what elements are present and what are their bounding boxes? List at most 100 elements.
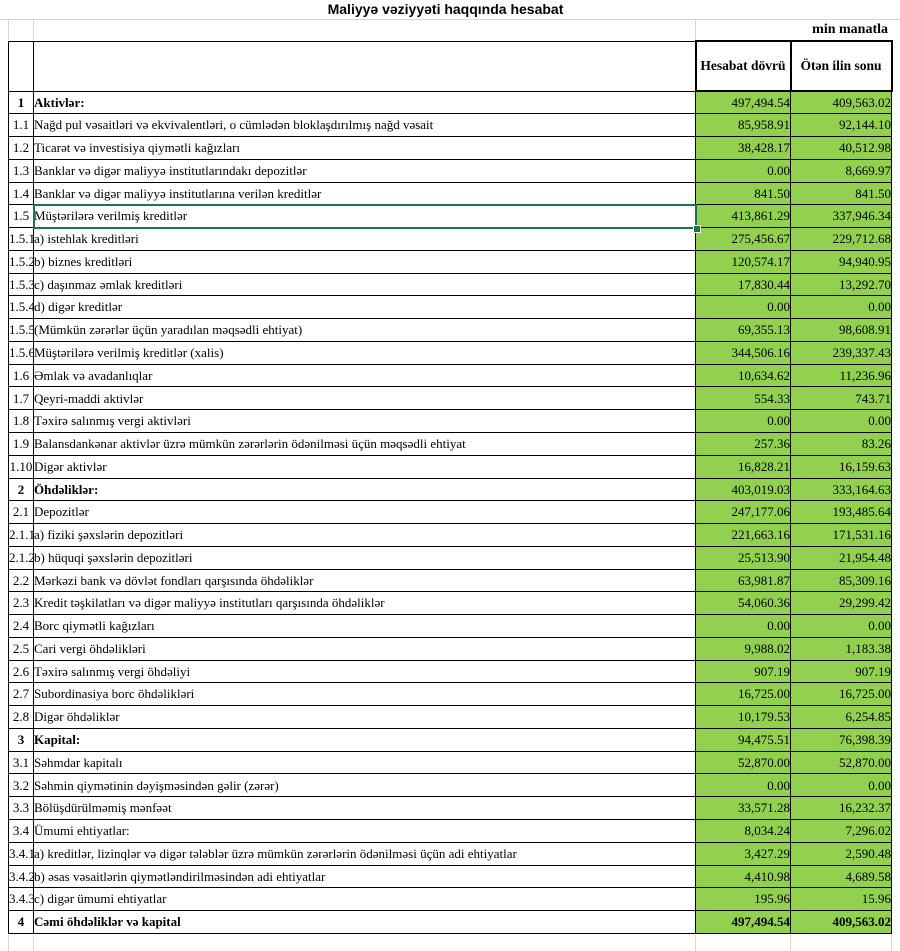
row-label-cell[interactable]: a) fiziki şəxslərin depozitləri — [33, 523, 696, 547]
row-number-cell[interactable]: 1.9 — [8, 431, 34, 456]
row-number-cell[interactable]: 2.1.2 — [8, 545, 34, 570]
value-cell-period[interactable]: 841.50 — [695, 181, 791, 206]
column-header-prior[interactable]: Ötən ilin sonu — [789, 40, 893, 92]
row-label-cell[interactable]: Təxirə salınmış vergi öhdəliyi — [33, 659, 696, 684]
value-cell-period[interactable]: 38,428.17 — [695, 136, 791, 160]
value-cell-prior[interactable]: 1,183.38 — [790, 636, 892, 661]
value-cell-prior[interactable]: 2,590.48 — [790, 841, 892, 866]
row-label-cell[interactable]: c) digər ümumi ehtiyatlar — [33, 887, 696, 912]
value-cell-prior[interactable]: 11,236.96 — [790, 363, 892, 388]
description-header-cell[interactable] — [33, 40, 696, 92]
value-cell-prior[interactable]: 98,608.91 — [790, 318, 892, 342]
value-cell-prior[interactable]: 15.96 — [790, 887, 892, 912]
row-label-cell[interactable]: Subordinasiya borc öhdəlikləri — [33, 682, 696, 707]
row-number-cell[interactable]: 2.1.1 — [8, 523, 34, 547]
row-label-cell[interactable]: Banklar və digər maliyyə institutlarına … — [33, 181, 696, 206]
row-label-cell[interactable]: d) digər kreditlər — [33, 295, 696, 320]
row-number-cell[interactable]: 2.1 — [8, 500, 34, 525]
row-label-cell[interactable]: Depozitlər — [33, 500, 696, 525]
value-cell-period[interactable]: 9,988.02 — [695, 636, 791, 661]
value-cell-period[interactable]: 16,828.21 — [695, 454, 791, 479]
value-cell-period[interactable]: 0.00 — [695, 295, 791, 320]
row-number-cell[interactable]: 1.6 — [8, 363, 34, 388]
value-cell-prior[interactable]: 409,563.02 — [790, 90, 892, 115]
value-cell-prior[interactable]: 239,337.43 — [790, 340, 892, 365]
value-cell-prior[interactable]: 16,159.63 — [790, 454, 892, 479]
value-cell-period[interactable]: 63,981.87 — [695, 568, 791, 593]
row-number-cell[interactable]: 3.4.2 — [8, 864, 34, 889]
row-number-cell[interactable]: 1.7 — [8, 386, 34, 411]
row-number-cell[interactable]: 1.5.3 — [8, 272, 34, 297]
row-number-cell[interactable]: 2.5 — [8, 636, 34, 661]
row-label-cell[interactable]: Kredit təşkilatları və digər maliyyə ins… — [33, 591, 696, 616]
row-number-cell[interactable]: 1.5.2 — [8, 249, 34, 274]
row-number-cell[interactable]: 1.5 — [8, 204, 34, 229]
row-label-cell[interactable]: a) kreditlər, lizinqlər və digər tələblə… — [33, 841, 696, 866]
row-label-cell[interactable]: Öhdəliklər: — [33, 477, 696, 502]
value-cell-prior[interactable]: 0.00 — [790, 295, 892, 320]
value-cell-period[interactable]: 94,475.51 — [695, 727, 791, 752]
row-label-cell[interactable]: Mərkəzi bank və dövlət fondları qarşısın… — [33, 568, 696, 593]
value-cell-period[interactable]: 16,725.00 — [695, 682, 791, 707]
value-cell-prior[interactable]: 8,669.97 — [790, 158, 892, 183]
row-number-cell[interactable]: 2.7 — [8, 682, 34, 707]
value-cell-period[interactable]: 247,177.06 — [695, 500, 791, 525]
row-label-cell[interactable]: (Mümkün zərərlər üçün yaradılan məqsədli… — [33, 318, 696, 342]
row-number-cell[interactable]: 1.10 — [8, 454, 34, 479]
row-label-cell[interactable]: Nağd pul vəsaitləri və ekvivalentləri, o… — [33, 113, 696, 138]
value-cell-prior[interactable]: 16,232.37 — [790, 796, 892, 820]
value-cell-period[interactable]: 120,574.17 — [695, 249, 791, 274]
row-label-cell[interactable]: Ümumi ehtiyatlar: — [33, 819, 696, 843]
row-label-cell[interactable]: Müştərilərə verilmiş kreditlər — [33, 204, 696, 229]
value-cell-prior[interactable]: 13,292.70 — [790, 272, 892, 297]
value-cell-prior[interactable]: 52,870.00 — [790, 750, 892, 775]
value-cell-prior[interactable]: 841.50 — [790, 181, 892, 206]
fill-handle[interactable] — [692, 224, 701, 233]
value-cell-period[interactable]: 85,958.91 — [695, 113, 791, 138]
value-cell-prior[interactable]: 83.26 — [790, 431, 892, 456]
value-cell-prior[interactable]: 29,299.42 — [790, 591, 892, 616]
value-cell-prior[interactable]: 0.00 — [790, 409, 892, 433]
value-cell-period[interactable]: 33,571.28 — [695, 796, 791, 820]
value-cell-period[interactable]: 10,634.62 — [695, 363, 791, 388]
value-cell-period[interactable]: 8,034.24 — [695, 819, 791, 843]
row-number-cell[interactable]: 3.4.1 — [8, 841, 34, 866]
row-number-cell[interactable]: 1.8 — [8, 409, 34, 433]
value-cell-period[interactable]: 4,410.98 — [695, 864, 791, 889]
row-number-cell[interactable]: 1.2 — [8, 136, 34, 160]
value-cell-prior[interactable]: 94,940.95 — [790, 249, 892, 274]
row-number-cell[interactable]: 3 — [8, 727, 34, 752]
value-cell-prior[interactable]: 0.00 — [790, 773, 892, 798]
row-number-cell[interactable]: 1.3 — [8, 158, 34, 183]
row-label-cell[interactable]: Cəmi öhdəliklər və kapital — [33, 910, 696, 934]
row-label-cell[interactable]: Təxirə salınmış vergi aktivləri — [33, 409, 696, 433]
value-cell-period[interactable]: 0.00 — [695, 773, 791, 798]
value-cell-prior[interactable]: 4,689.58 — [790, 864, 892, 889]
value-cell-prior[interactable]: 85,309.16 — [790, 568, 892, 593]
value-cell-period[interactable]: 17,830.44 — [695, 272, 791, 297]
value-cell-period[interactable]: 554.33 — [695, 386, 791, 411]
value-cell-prior[interactable]: 743.71 — [790, 386, 892, 411]
row-label-cell[interactable]: Balansdankənar aktivlər üzrə mümkün zərə… — [33, 431, 696, 456]
row-label-cell[interactable]: b) hüquqi şəxslərin depozitləri — [33, 545, 696, 570]
row-number-cell[interactable]: 3.4 — [8, 819, 34, 843]
value-cell-prior[interactable]: 7,296.02 — [790, 819, 892, 843]
value-cell-period[interactable]: 10,179.53 — [695, 705, 791, 729]
value-cell-prior[interactable]: 76,398.39 — [790, 727, 892, 752]
row-number-cell[interactable]: 2.8 — [8, 705, 34, 729]
value-cell-prior[interactable]: 92,144.10 — [790, 113, 892, 138]
row-number-cell[interactable]: 2 — [8, 477, 34, 502]
row-number-cell[interactable]: 3.1 — [8, 750, 34, 775]
row-label-cell[interactable]: Səhmin qiymətinin dəyişməsindən gəlir (z… — [33, 773, 696, 798]
value-cell-prior[interactable]: 16,725.00 — [790, 682, 892, 707]
value-cell-period[interactable]: 413,861.29 — [695, 204, 791, 229]
value-cell-prior[interactable]: 193,485.64 — [790, 500, 892, 525]
row-label-cell[interactable]: c) daşınmaz əmlak kreditləri — [33, 272, 696, 297]
row-label-cell[interactable]: Səhmdar kapitalı — [33, 750, 696, 775]
row-number-cell[interactable]: 2.2 — [8, 568, 34, 593]
row-number-cell[interactable]: 1.5.5 — [8, 318, 34, 342]
row-number-cell[interactable]: 1.5.4 — [8, 295, 34, 320]
row-number-cell[interactable]: 1.4 — [8, 181, 34, 206]
value-cell-prior[interactable]: 337,946.34 — [790, 204, 892, 229]
value-cell-prior[interactable]: 21,954.48 — [790, 545, 892, 570]
